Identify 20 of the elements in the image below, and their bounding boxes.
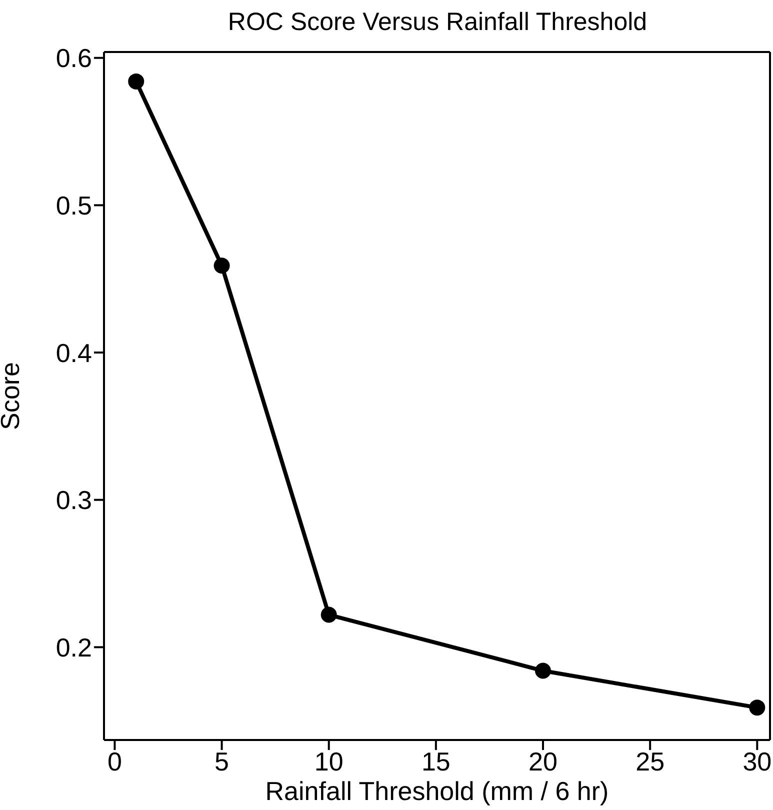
point [214,258,230,274]
x-tick-label: 30 [742,746,772,776]
y-tick-label: 0.2 [56,632,92,662]
point [320,606,337,623]
y-tick-label: 0.5 [56,190,92,220]
point [749,700,766,716]
x-tick-label: 15 [421,746,450,776]
y-tick-label: 0.4 [56,338,92,368]
x-tick-label: 25 [636,746,665,776]
y-axis-title: Score [0,362,26,430]
x-tick-label: 20 [528,746,558,776]
point [535,662,552,679]
point [128,73,144,90]
x-tick-label: 0 [107,746,122,776]
x-tick-label: 5 [214,746,230,776]
x-axis-title: Rainfall Threshold (mm / 6 hr) [265,776,609,806]
y-tick-label: 0.3 [56,485,92,516]
y-tick-label: 0.6 [56,43,92,74]
chart-title: ROC Score Versus Rainfall Threshold [226,8,648,37]
x-tick-label: 10 [314,746,344,776]
